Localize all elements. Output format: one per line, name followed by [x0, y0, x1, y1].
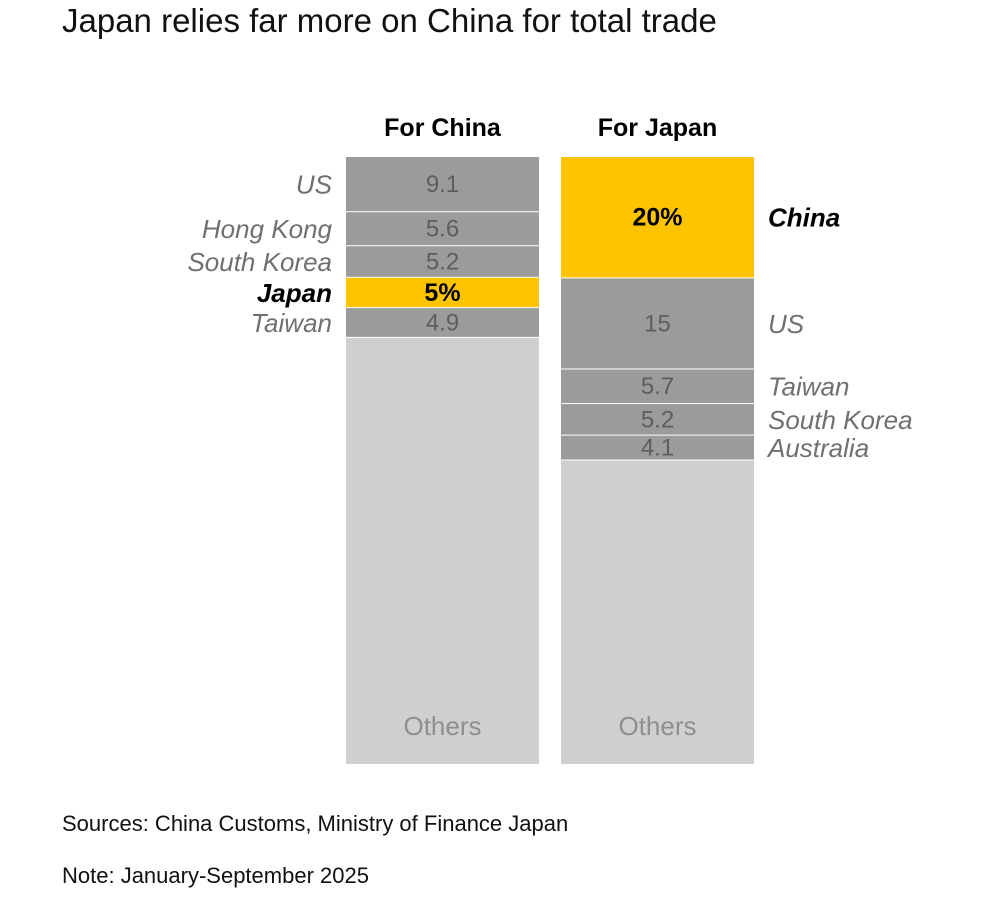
for-china-others-label: Others — [403, 711, 481, 741]
for-china-us-segment — [346, 157, 539, 213]
for-china-taiwan-category-label: Taiwan — [251, 308, 332, 338]
date-note: Note: January-September 2025 — [62, 863, 369, 888]
for-china-japan-segment — [346, 277, 539, 309]
for-china-south-korea-segment — [346, 246, 539, 278]
source-note: Sources: China Customs, Ministry of Fina… — [62, 811, 569, 836]
for-china-others-segment — [346, 337, 539, 764]
for-china-us-value-label: 9.1 — [426, 171, 459, 198]
for-japan-header: For Japan — [598, 114, 717, 142]
chart-title: Japan relies far more on China for total… — [62, 2, 717, 39]
for-japan-us-segment — [561, 278, 754, 370]
for-china-hong-kong-category-label: Hong Kong — [202, 214, 333, 244]
for-china-header: For China — [384, 114, 502, 142]
for-japan-taiwan-segment — [561, 369, 754, 405]
for-china-hong-kong-segment — [346, 212, 539, 247]
for-china-taiwan-value-label: 4.9 — [426, 310, 459, 337]
for-china-japan-category-label: Japan — [257, 278, 332, 308]
for-japan-others-segment — [561, 460, 754, 764]
for-japan-china-category-label: China — [768, 203, 840, 233]
for-japan-us-category-label: US — [768, 309, 805, 339]
for-japan-china-segment — [561, 157, 754, 279]
for-japan-australia-value-label: 4.1 — [641, 435, 674, 462]
for-china-south-korea-category-label: South Korea — [187, 247, 332, 277]
for-china-us-category-label: US — [296, 170, 333, 200]
stacked-bar-chart: For China 9.1 US 5.6 Hong Kong 5.2 South Korea… — [187, 114, 913, 764]
for-japan-taiwan-value-label: 5.7 — [641, 373, 674, 400]
for-china-south-korea-value-label: 5.2 — [426, 249, 459, 276]
for-china-taiwan-segment — [346, 308, 539, 338]
for-japan-south-korea-value-label: 5.2 — [641, 406, 674, 433]
for-japan-south-korea-segment — [561, 404, 754, 436]
for-china-hong-kong-value-label: 5.6 — [426, 216, 459, 243]
for-japan-taiwan-category-label: Taiwan — [768, 372, 849, 402]
for-japan-china-value-label: 20% — [632, 204, 682, 232]
for-japan-us-value-label: 15 — [644, 310, 671, 337]
for-china-japan-value-label: 5% — [424, 279, 460, 307]
for-japan-australia-category-label: Australia — [766, 433, 869, 463]
for-japan-south-korea-category-label: South Korea — [768, 405, 913, 435]
for-japan-australia-segment — [561, 435, 754, 461]
for-japan-others-label: Others — [618, 711, 696, 741]
